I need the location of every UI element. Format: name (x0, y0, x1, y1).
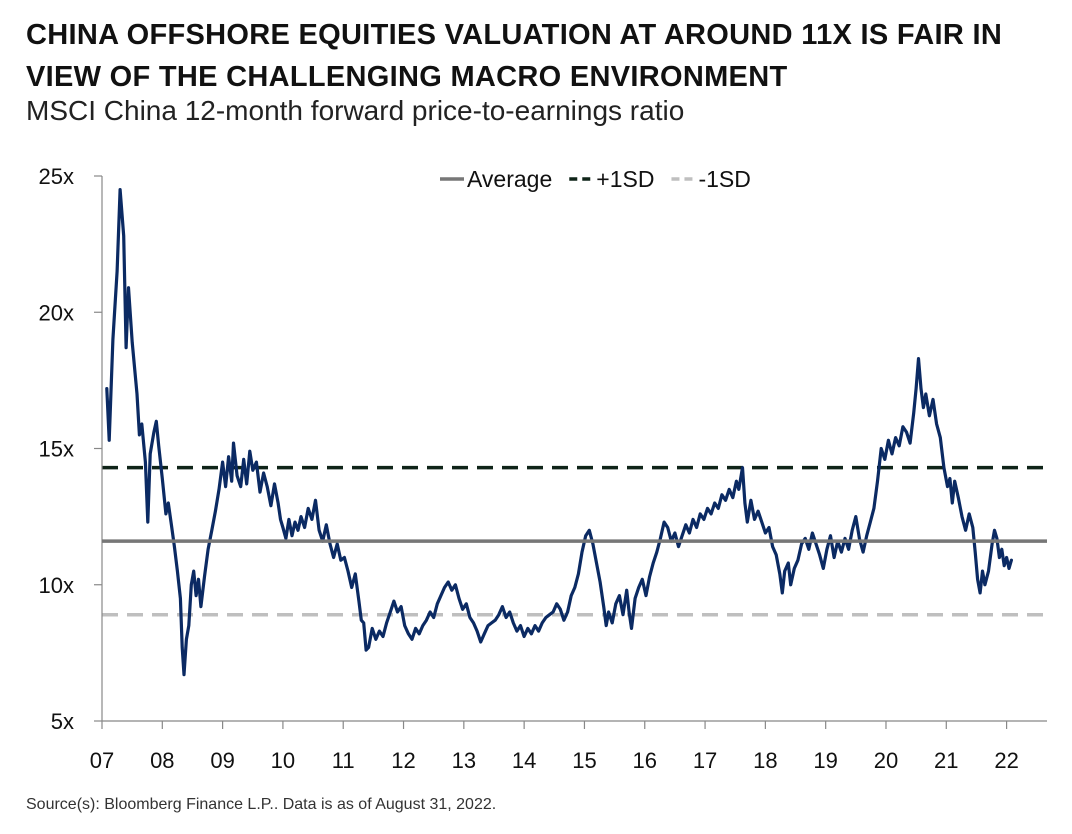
x-tick-label: 11 (332, 748, 355, 773)
x-tick-label: 18 (753, 748, 777, 773)
pe-ratio-series-line (105, 188, 1013, 677)
x-tick-label: 17 (693, 748, 717, 773)
x-tick-label: 21 (934, 748, 958, 773)
chart-title: CHINA OFFSHORE EQUITIES VALUATION AT ARO… (26, 19, 1003, 93)
x-tick-label: 16 (633, 748, 657, 773)
y-tick-label: 25x (39, 164, 74, 189)
legend-item: +1SD (569, 166, 654, 192)
series-layer (105, 188, 1013, 677)
y-tick-label: 15x (39, 437, 74, 462)
x-tick-label: 08 (150, 748, 174, 773)
chart-subtitle: MSCI China 12-month forward price-to-ear… (26, 95, 685, 126)
legend: Average +1SD -1SD (440, 166, 751, 192)
source-note: Source(s): Bloomberg Finance L.P.. Data … (26, 796, 497, 813)
x-tick-label: 09 (210, 748, 234, 773)
x-tick-label: 20 (874, 748, 898, 773)
x-tick-label: 13 (452, 748, 476, 773)
x-tick-label: 15 (572, 748, 596, 773)
legend-item: Average (440, 166, 552, 192)
x-tick-label: 19 (813, 748, 837, 773)
y-tick-label: 20x (39, 300, 74, 325)
x-tick-label: 22 (994, 748, 1018, 773)
legend-item: -1SD (671, 166, 751, 192)
x-ticks: 07 08 09 10 11 12 13 14 15 16 17 18 19 20 21 22 (90, 721, 1019, 773)
y-ticks: 5x 10x 15x 20x 25x (39, 164, 102, 734)
x-tick-label: 10 (271, 748, 295, 773)
legend-label: Average (467, 166, 552, 192)
x-tick-label: 12 (391, 748, 415, 773)
x-tick-label: 07 (90, 748, 114, 773)
x-tick-label: 14 (512, 748, 536, 773)
reference-lines (102, 465, 1047, 617)
y-tick-label: 5x (51, 709, 74, 734)
y-tick-label: 10x (39, 573, 74, 598)
legend-label: +1SD (596, 166, 654, 192)
axes (101, 176, 1047, 722)
legend-label: -1SD (698, 166, 750, 192)
